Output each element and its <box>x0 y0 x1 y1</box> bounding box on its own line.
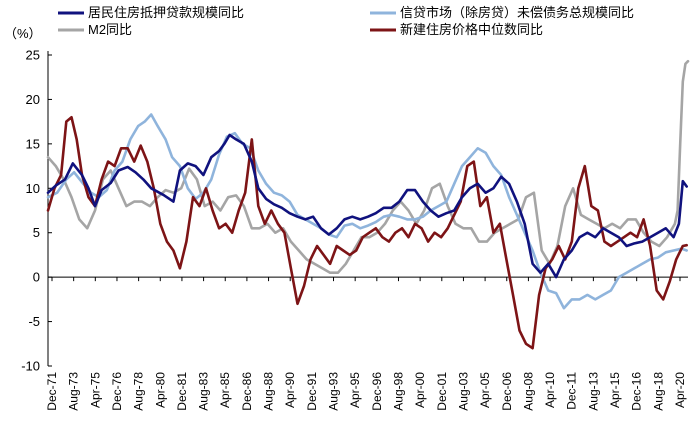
x-tick-label: Dec-06 <box>500 372 514 411</box>
series-group <box>46 59 690 350</box>
x-tick-label: Apr-00 <box>413 372 427 408</box>
legend: 居民住房抵押贷款规模同比 信贷市场（除房贷）未偿债务总规模同比 M2同比 新建住房价格… <box>58 5 634 37</box>
x-tick-label: Dec-81 <box>175 372 189 411</box>
legend-label-2: 信贷市场（除房贷）未偿债务总规模同比 <box>400 5 634 20</box>
x-tick-label: Apr-85 <box>218 372 232 408</box>
y-tick-label: 10 <box>26 181 40 196</box>
x-tick-label: Aug-78 <box>132 372 146 411</box>
x-tick-label: Dec-71 <box>45 372 59 411</box>
y-tick-label: 20 <box>26 92 40 107</box>
x-tick-label: Apr-20 <box>673 372 687 408</box>
x-tick-label: Dec-76 <box>110 372 124 411</box>
legend-label-3: M2同比 <box>88 22 132 37</box>
x-tick-label: Aug-03 <box>456 372 470 411</box>
x-tick-label: Apr-95 <box>348 372 362 408</box>
x-tick-label: Aug-18 <box>651 372 665 411</box>
y-tick-label: 25 <box>26 48 40 63</box>
x-tick-label: Apr-90 <box>283 372 297 408</box>
x-tick-label: Dec-11 <box>565 372 579 410</box>
y-tick-label: 0 <box>33 270 40 285</box>
x-tick-label: Apr-80 <box>153 372 167 408</box>
y-tick-label: -5 <box>28 314 40 329</box>
x-tick-label: Dec-01 <box>435 372 449 411</box>
x-tick-label: Aug-93 <box>327 372 341 411</box>
x-tick-label: Aug-88 <box>262 372 276 411</box>
y-tick-label: 15 <box>26 136 40 151</box>
legend-label-4: 新建住房价格中位数同比 <box>400 22 543 37</box>
x-tick-label: Aug-73 <box>67 372 81 411</box>
y-axis-unit-label: （%） <box>4 26 42 41</box>
legend-label-1: 居民住房抵押贷款规模同比 <box>88 5 244 20</box>
x-tick-label: Aug-83 <box>197 372 211 411</box>
x-tick-label: Dec-16 <box>630 372 644 411</box>
x-tick-label: Aug-08 <box>521 372 535 411</box>
x-tick-label: Apr-10 <box>543 372 557 408</box>
x-tick-label: Apr-05 <box>478 372 492 408</box>
series-line-2 <box>46 113 689 310</box>
x-tick-label: Dec-91 <box>305 372 319 411</box>
x-tick-label: Dec-86 <box>240 372 254 411</box>
series-line-1 <box>46 133 689 279</box>
x-axis: Dec-71 Aug-73 Apr-75 Dec-76 Aug-78 Apr-80 Dec-… <box>45 276 688 411</box>
x-tick-label: Aug-98 <box>391 372 405 411</box>
x-tick-label: Dec-96 <box>370 372 384 411</box>
y-tick-label: -10 <box>21 359 40 374</box>
x-tick-label: Apr-15 <box>608 372 622 408</box>
x-tick-label: Apr-75 <box>88 372 102 408</box>
series-line-3 <box>46 59 690 275</box>
y-tick-label: 5 <box>33 225 40 240</box>
x-tick-label: Aug-13 <box>586 372 600 411</box>
series-line-4 <box>46 115 689 350</box>
